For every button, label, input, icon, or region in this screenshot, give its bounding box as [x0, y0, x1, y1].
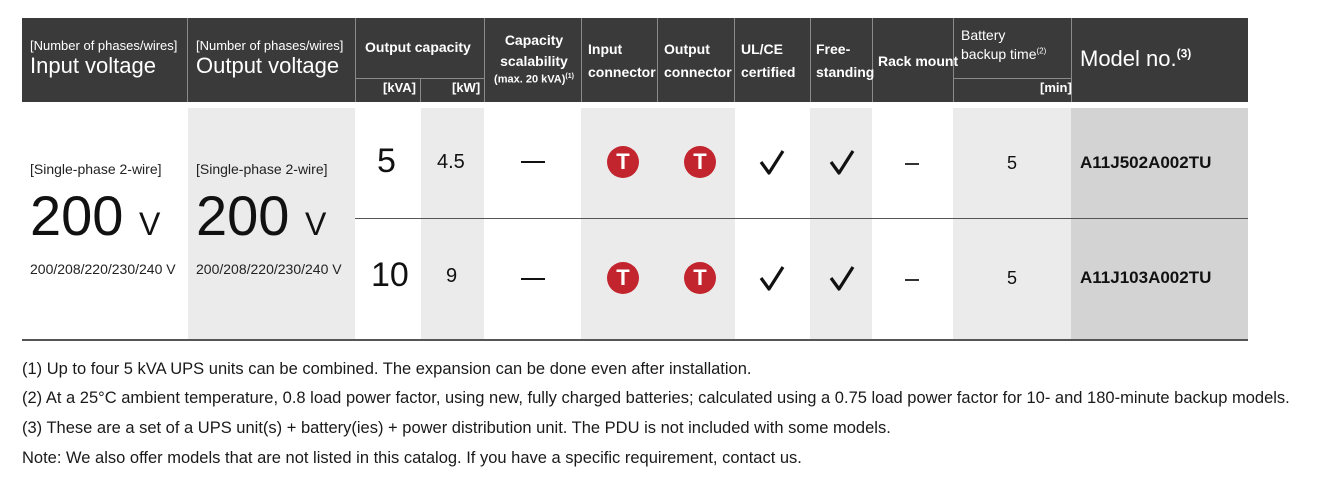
- t-connector-icon: T: [684, 146, 716, 178]
- output-voltage-range: 200/208/220/230/240 V: [196, 261, 342, 277]
- footnote-1-marker: (1): [565, 73, 574, 80]
- battery-backup-header: Battery backup time(2): [961, 24, 1046, 62]
- checkmark-icon: [829, 150, 855, 175]
- input-phase-label: [Number of phases/wires]: [30, 38, 178, 53]
- input-voltage-header: [Number of phases/wires] Input voltage: [30, 38, 177, 79]
- kva-value: 10: [371, 256, 409, 294]
- dash-icon: [521, 278, 545, 280]
- connector-columns-bg: [581, 108, 735, 339]
- catalog-note: Note: We also offer models that are not …: [22, 449, 802, 467]
- header-divider: [872, 18, 873, 102]
- table-bottom-rule: [22, 339, 1248, 341]
- header-divider: [657, 18, 658, 102]
- ulce-line2: certified: [741, 64, 796, 80]
- input-voltage-number: 200: [30, 184, 124, 247]
- output-capacity-label: Output capacity: [365, 39, 471, 55]
- header-divider: [734, 18, 735, 102]
- output-phase-label: [Number of phases/wires]: [196, 38, 344, 53]
- t-connector-icon: T: [684, 262, 716, 294]
- header-divider: [187, 18, 188, 102]
- input-voltage-label: Input voltage: [30, 53, 156, 78]
- header-divider: [810, 18, 811, 102]
- rack-mount-header: Rack mount: [878, 53, 959, 69]
- input-voltage-range: 200/208/220/230/240 V: [30, 261, 176, 277]
- battery-backup-value: 5: [1007, 153, 1018, 173]
- checkmark-icon: [759, 266, 785, 291]
- kw-column-bg: [421, 108, 484, 339]
- model-column-bg: [1071, 108, 1248, 339]
- input-voltage-value: 200 V: [30, 188, 160, 252]
- capacity-scalability-header: Capacity scalability (max. 20 kVA)(1): [488, 30, 580, 86]
- capacity-scalability-line3: (max. 20 kVA)(1): [488, 73, 580, 86]
- t-connector-icon: T: [607, 146, 639, 178]
- dash-icon: [521, 161, 545, 163]
- min-unit: [min]: [1040, 80, 1072, 95]
- capacity-scalability-line1: Capacity: [504, 32, 564, 48]
- checkmark-icon: [759, 150, 785, 175]
- model-no-label: Model no.: [1080, 46, 1177, 71]
- footnote-3-marker: (3): [1176, 46, 1192, 61]
- input-connector-line1: Input: [588, 41, 623, 57]
- checkmark-icon: [829, 266, 855, 291]
- input-phase: [Single-phase 2-wire]: [30, 161, 162, 177]
- battery-column-bg: [953, 108, 1071, 339]
- header-divider: [581, 18, 582, 102]
- kw-value: 4.5: [437, 151, 465, 173]
- kw-unit: [kW]: [452, 80, 481, 95]
- dash-icon: [905, 163, 919, 165]
- output-connector-header: Output connector: [664, 38, 732, 84]
- kw-value: 9: [446, 265, 458, 287]
- free-standing-line2: standing: [816, 64, 875, 80]
- free-standing-line1: Free-: [816, 41, 851, 57]
- row-separator: [355, 218, 1248, 219]
- output-voltage-column-bg: [188, 108, 355, 339]
- output-voltage-value: 200 V: [196, 188, 326, 252]
- free-standing-column-bg: [810, 108, 872, 339]
- header-divider: [355, 18, 356, 102]
- header-subdivider: [953, 78, 1071, 79]
- kva-unit: [kVA]: [383, 80, 416, 95]
- capacity-scalability-line2: scalability: [500, 53, 568, 69]
- battery-line2: backup time(2): [961, 46, 1046, 62]
- output-voltage-number: 200: [196, 184, 290, 247]
- kva-value: 5: [377, 142, 396, 180]
- output-connector-line2: connector: [664, 64, 732, 80]
- footnote-2-marker: (2): [1036, 46, 1047, 56]
- dash-icon: [905, 279, 919, 281]
- header-subdivider: [355, 78, 484, 79]
- output-voltage-label: Output voltage: [196, 53, 340, 78]
- table-header: [22, 18, 1248, 102]
- input-connector-line2: connector: [588, 64, 656, 80]
- model-no-header: Model no.(3): [1080, 46, 1191, 72]
- output-connector-line1: Output: [664, 41, 710, 57]
- footnote-2: (2) At a 25°C ambient temperature, 0.8 l…: [22, 389, 1290, 407]
- footnote-1: (1) Up to four 5 kVA UPS units can be co…: [22, 360, 752, 378]
- footnote-3: (3) These are a set of a UPS unit(s) + b…: [22, 419, 891, 437]
- output-phase: [Single-phase 2-wire]: [196, 161, 328, 177]
- t-connector-icon: T: [607, 262, 639, 294]
- input-connector-header: Input connector: [588, 38, 656, 84]
- battery-backup-value: 5: [1007, 268, 1018, 288]
- header-subdivider: [420, 78, 421, 102]
- output-voltage-unit: V: [305, 206, 327, 242]
- capacity-scalability-max: (max. 20 kVA): [494, 73, 566, 86]
- battery-backup-label: backup time: [961, 46, 1037, 62]
- model-number: A11J502A002TU: [1080, 153, 1212, 172]
- header-divider: [484, 18, 485, 102]
- ulce-header: UL/CE certified: [741, 38, 795, 84]
- input-voltage-unit: V: [139, 206, 161, 242]
- header-divider: [1071, 18, 1072, 102]
- ulce-line1: UL/CE: [741, 41, 783, 57]
- model-number: A11J103A002TU: [1080, 268, 1212, 287]
- free-standing-header: Free- standing: [816, 38, 874, 84]
- output-voltage-header: [Number of phases/wires] Output voltage: [196, 38, 343, 79]
- battery-line1: Battery: [961, 27, 1006, 43]
- header-divider: [953, 18, 954, 102]
